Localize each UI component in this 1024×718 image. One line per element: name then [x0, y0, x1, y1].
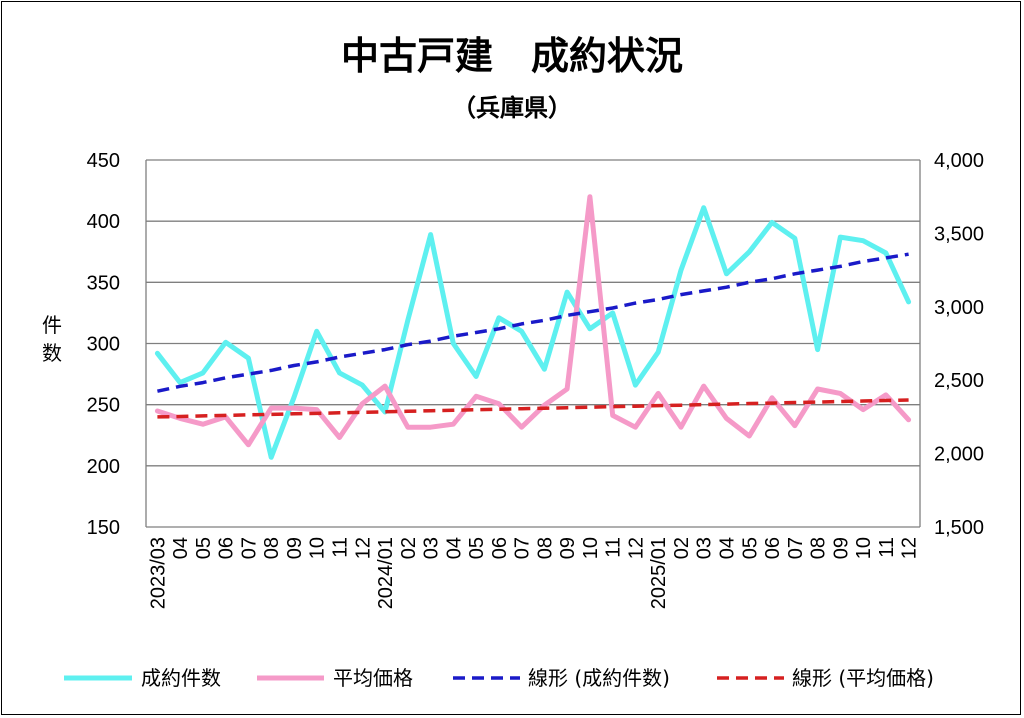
x-tick-label: 06 — [216, 537, 238, 559]
chart-subtitle: （兵庫県） — [452, 94, 572, 122]
y-axis-title-char: 件 — [42, 313, 62, 337]
x-tick-label: 04 — [170, 537, 192, 559]
y-tick-label-left: 250 — [87, 395, 120, 417]
x-tick-label: 05 — [193, 537, 215, 559]
y-ticks-left: 150 200 250 300 350 400 450 — [87, 150, 120, 539]
x-tick-label: 12 — [352, 537, 374, 559]
series-line-0 — [154, 205, 912, 460]
x-tick-label: 04 — [443, 537, 465, 559]
x-tick-label: 05 — [466, 537, 488, 559]
x-tick-label: 06 — [762, 537, 784, 559]
x-tick-label: 10 — [853, 537, 875, 559]
x-tick-label: 04 — [717, 537, 739, 559]
x-tick-label: 07 — [238, 537, 260, 559]
legend: 成約件数 平均価格 線形 (成約件数) 線形 (平均価格) — [64, 666, 934, 690]
series-line-3 — [157, 398, 909, 419]
legend-label: 平均価格 — [333, 666, 413, 690]
x-tick-label: 07 — [785, 537, 807, 559]
x-tick-label: 09 — [557, 537, 579, 559]
y-tick-label-left: 200 — [87, 456, 120, 478]
series-lines — [154, 194, 912, 460]
x-tick-label: 11 — [876, 537, 898, 558]
series-line-2 — [157, 252, 909, 393]
x-tick-label: 08 — [534, 537, 556, 559]
x-tick-label: 03 — [421, 537, 443, 559]
x-tick-label: 08 — [808, 537, 830, 559]
y-tick-label-left: 450 — [87, 150, 120, 172]
x-tick-label: 05 — [739, 537, 761, 559]
x-tick-label: 09 — [284, 537, 306, 559]
x-tick-label: 10 — [580, 537, 602, 559]
y-axis-title-char: 数 — [42, 341, 62, 365]
y-tick-label-right: 3,500 — [934, 223, 984, 245]
y-tick-label-right: 2,000 — [934, 444, 984, 466]
legend-label: 線形 (成約件数) — [528, 666, 670, 690]
chart-title: 中古戸建 成約状況 — [341, 34, 683, 78]
y-tick-label-right: 2,500 — [934, 370, 984, 392]
y-tick-label-left: 300 — [87, 334, 120, 356]
x-tick-label: 09 — [830, 537, 852, 559]
x-ticks: 2023/03 04 05 06 07 08 09 10 11 12 2024/01 02 03 04 05… — [147, 537, 920, 609]
x-tick-label: 02 — [671, 537, 693, 559]
y-tick-label-left: 350 — [87, 272, 120, 294]
y-tick-label-left: 400 — [87, 211, 120, 233]
y-axis-label-left: 件数 — [42, 313, 62, 365]
x-tick-label: 08 — [261, 537, 283, 559]
legend-label: 成約件数 — [141, 666, 221, 690]
y-tick-label-right: 4,000 — [934, 150, 984, 172]
x-tick-label: 2024/01 — [375, 537, 397, 609]
x-tick-label: 06 — [489, 537, 511, 559]
x-tick-label: 11 — [603, 537, 625, 558]
x-tick-label: 12 — [899, 537, 921, 559]
x-tick-label: 11 — [330, 537, 352, 558]
legend-label: 線形 (平均価格) — [792, 666, 934, 690]
x-tick-label: 2025/01 — [648, 537, 670, 609]
x-tick-label: 03 — [694, 537, 716, 559]
y-tick-label-right: 3,000 — [934, 297, 984, 319]
series-line-1 — [154, 194, 912, 448]
x-tick-label: 12 — [625, 537, 647, 559]
y-tick-label-right: 1,500 — [934, 517, 984, 539]
x-tick-label: 07 — [512, 537, 534, 559]
x-tick-label: 2023/03 — [147, 537, 169, 609]
y-ticks-right: 1,500 2,000 2,500 3,000 3,500 4,000 — [934, 150, 984, 539]
grid — [145, 159, 921, 528]
x-tick-label: 10 — [307, 537, 329, 559]
y-tick-label-left: 150 — [87, 517, 120, 539]
x-tick-label: 02 — [398, 537, 420, 559]
